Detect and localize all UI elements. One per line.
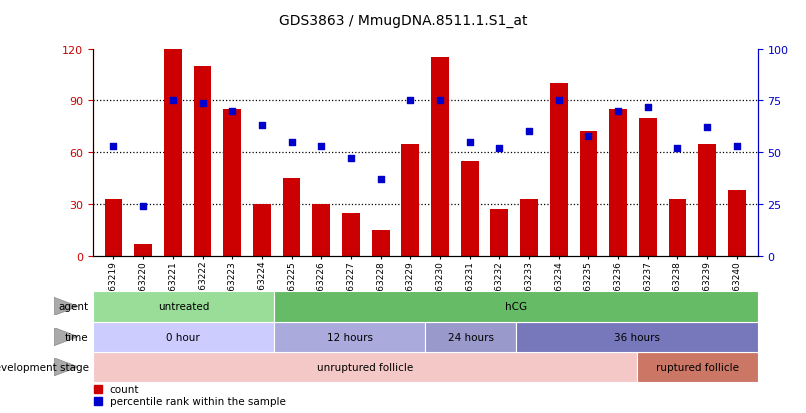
Polygon shape — [54, 358, 78, 376]
Text: time: time — [65, 332, 89, 342]
Bar — [313, 204, 330, 256]
Bar — [609, 110, 627, 256]
Text: agent: agent — [59, 301, 89, 312]
Point — [642, 104, 654, 111]
Point — [374, 176, 387, 183]
Text: untreated: untreated — [158, 301, 209, 312]
Bar — [461, 161, 479, 256]
Bar — [283, 178, 301, 256]
Bar — [164, 50, 181, 256]
Point — [226, 108, 239, 115]
Point — [256, 123, 268, 129]
Bar — [193, 67, 211, 256]
Point — [552, 98, 565, 104]
Bar — [401, 144, 419, 256]
Point — [344, 156, 357, 162]
Point — [315, 143, 328, 150]
Text: unruptured follicle: unruptured follicle — [317, 362, 413, 372]
Text: count: count — [110, 385, 139, 394]
Polygon shape — [54, 328, 78, 346]
Bar — [431, 58, 449, 256]
Bar — [728, 191, 746, 256]
Text: percentile rank within the sample: percentile rank within the sample — [110, 396, 285, 406]
Point — [700, 125, 713, 131]
Point — [671, 145, 684, 152]
Bar — [550, 84, 567, 256]
Point — [522, 129, 535, 135]
Bar — [669, 199, 687, 256]
Point — [493, 145, 506, 152]
Text: GDS3863 / MmugDNA.8511.1.S1_at: GDS3863 / MmugDNA.8511.1.S1_at — [279, 14, 527, 28]
Bar — [580, 132, 597, 256]
Polygon shape — [54, 298, 78, 316]
Bar — [491, 210, 509, 256]
Point — [166, 98, 179, 104]
Point — [582, 133, 595, 140]
Text: 36 hours: 36 hours — [613, 332, 660, 342]
Bar — [223, 110, 241, 256]
Point — [196, 100, 209, 107]
Point — [463, 139, 476, 146]
Point — [730, 143, 743, 150]
Point — [434, 98, 447, 104]
Text: 0 hour: 0 hour — [167, 332, 200, 342]
Text: 24 hours: 24 hours — [447, 332, 493, 342]
Point — [612, 108, 625, 115]
Point — [137, 203, 150, 210]
Text: ruptured follicle: ruptured follicle — [656, 362, 738, 372]
Bar — [520, 199, 538, 256]
Bar — [639, 119, 657, 256]
Point — [404, 98, 417, 104]
Bar — [135, 244, 152, 256]
Point — [107, 143, 120, 150]
Bar — [253, 204, 271, 256]
Text: development stage: development stage — [0, 362, 89, 372]
Bar — [342, 213, 359, 256]
Point — [285, 139, 298, 146]
Bar — [372, 230, 389, 256]
Bar — [105, 199, 123, 256]
Text: 12 hours: 12 hours — [326, 332, 372, 342]
Text: hCG: hCG — [505, 301, 527, 312]
Bar — [698, 144, 716, 256]
